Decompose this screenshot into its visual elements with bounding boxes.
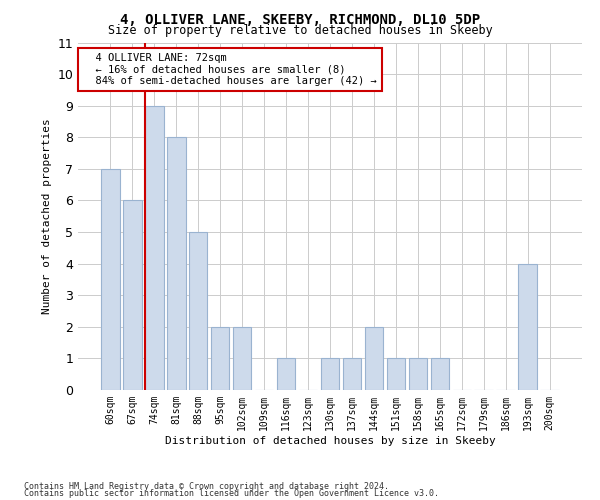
Bar — [386, 358, 405, 390]
Bar — [277, 358, 295, 390]
Bar — [211, 327, 229, 390]
Bar — [518, 264, 537, 390]
Bar — [431, 358, 449, 390]
Bar — [365, 327, 383, 390]
Text: Contains HM Land Registry data © Crown copyright and database right 2024.: Contains HM Land Registry data © Crown c… — [24, 482, 389, 491]
Bar — [409, 358, 427, 390]
Text: 4 OLLIVER LANE: 72sqm
  ← 16% of detached houses are smaller (8)
  84% of semi-d: 4 OLLIVER LANE: 72sqm ← 16% of detached … — [83, 53, 377, 86]
Bar — [343, 358, 361, 390]
Y-axis label: Number of detached properties: Number of detached properties — [42, 118, 52, 314]
Bar — [123, 200, 142, 390]
Text: Size of property relative to detached houses in Skeeby: Size of property relative to detached ho… — [107, 24, 493, 37]
Text: 4, OLLIVER LANE, SKEEBY, RICHMOND, DL10 5DP: 4, OLLIVER LANE, SKEEBY, RICHMOND, DL10 … — [120, 12, 480, 26]
Bar — [233, 327, 251, 390]
Text: Contains public sector information licensed under the Open Government Licence v3: Contains public sector information licen… — [24, 489, 439, 498]
Bar — [101, 169, 119, 390]
Bar — [320, 358, 340, 390]
Bar — [189, 232, 208, 390]
X-axis label: Distribution of detached houses by size in Skeeby: Distribution of detached houses by size … — [164, 436, 496, 446]
Bar — [167, 138, 185, 390]
Bar — [145, 106, 164, 390]
